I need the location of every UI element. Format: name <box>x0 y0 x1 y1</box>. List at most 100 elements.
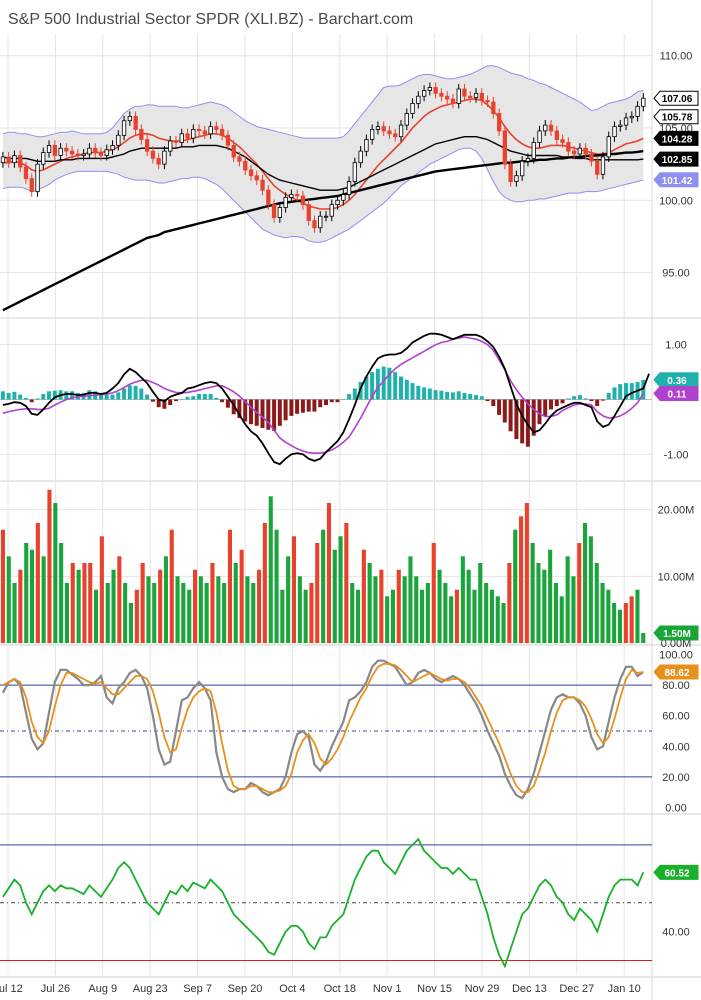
candle <box>214 126 219 130</box>
value-tag-shape <box>653 625 699 641</box>
x-tick-label: Oct 18 <box>324 983 356 995</box>
candle <box>162 150 167 165</box>
candle <box>398 124 404 138</box>
candle <box>444 95 450 100</box>
candle <box>225 134 231 146</box>
candle <box>502 130 508 165</box>
macd-histogram-bar <box>104 394 109 400</box>
candle <box>237 156 242 162</box>
macd-histogram-bar <box>589 399 594 402</box>
volume-bar <box>367 563 372 643</box>
volume-bar <box>449 596 454 643</box>
x-tick-label: Aug 9 <box>88 983 117 995</box>
candle <box>208 126 213 135</box>
volume-bar <box>495 596 500 643</box>
macd-histogram-bar <box>64 391 69 400</box>
candle <box>29 178 34 193</box>
volume-bar <box>105 583 110 643</box>
macd-histogram-bar <box>179 399 184 400</box>
macd-histogram-bar <box>249 399 253 425</box>
candle <box>46 144 52 153</box>
volume-bar <box>128 603 133 643</box>
candle <box>133 116 138 130</box>
macd-histogram-bar <box>606 392 611 400</box>
macd-histogram-bar <box>572 396 577 400</box>
macd-histogram-bar <box>231 399 236 415</box>
volume-bar <box>82 563 87 643</box>
candle <box>595 160 600 175</box>
stochastic-y-tick: 20.00 <box>662 772 690 784</box>
volume-bar <box>140 563 145 643</box>
macd-histogram-bar <box>243 399 248 422</box>
candle <box>116 134 121 146</box>
candle <box>508 163 513 182</box>
macd-panel: 1.00 -1.00 <box>0 332 689 466</box>
macd-histogram-bar <box>497 399 502 415</box>
candle <box>168 140 173 152</box>
volume-bar <box>210 563 215 643</box>
macd-histogram-bar <box>468 394 473 400</box>
macd-histogram-bar <box>566 398 571 400</box>
macd-histogram-bar <box>18 394 23 400</box>
macd-histogram-bar <box>214 397 219 400</box>
volume-bar <box>59 543 64 643</box>
volume-bar <box>158 569 163 643</box>
bollinger-band-fill <box>2 65 644 243</box>
candle <box>312 220 317 229</box>
volume-bar <box>466 569 471 643</box>
macd-histogram-bar <box>347 394 352 400</box>
volume-bar <box>286 556 291 643</box>
volume-bar <box>117 556 122 643</box>
candle <box>404 113 409 126</box>
macd-histogram-bar <box>600 399 605 401</box>
candle <box>468 95 473 98</box>
x-tick-label: Jan 10 <box>608 983 641 995</box>
macd-histogram-bar <box>479 396 484 400</box>
volume-bar <box>408 556 413 643</box>
volume-bar <box>356 589 361 643</box>
macd-histogram-bar <box>300 399 305 413</box>
value-tag-label: 0.11 <box>668 389 687 400</box>
volume-y-tick: 10.00M <box>658 571 695 583</box>
macd-histogram-bar <box>439 390 444 400</box>
macd-histogram-bar <box>306 399 311 412</box>
macd-tag: 0.11 <box>653 385 699 401</box>
volume-bar <box>198 576 203 643</box>
macd-histogram-bar <box>47 391 51 400</box>
candle <box>219 128 225 136</box>
candle <box>543 124 548 132</box>
volume-bar <box>553 583 558 643</box>
volume-bar <box>577 543 582 643</box>
macd-histogram-bar <box>225 399 230 408</box>
value-tag-label: 1.50M <box>663 629 691 640</box>
volume-bar <box>583 523 588 643</box>
candle <box>271 204 277 219</box>
rsi-panel: 40.00 <box>0 837 690 969</box>
candle <box>566 142 571 152</box>
candle <box>548 124 554 132</box>
candle <box>121 120 127 136</box>
volume-bar <box>571 576 576 643</box>
macd-histogram-bar <box>416 385 421 400</box>
volume-bar <box>315 543 320 643</box>
candle <box>243 160 248 171</box>
price-tag: 101.42 <box>653 172 699 188</box>
macd-y-tick: -1.00 <box>663 449 688 461</box>
volume-bar <box>134 589 139 643</box>
volume-bar <box>111 569 116 643</box>
value-tag-shape <box>653 385 699 401</box>
volume-bar <box>88 563 93 643</box>
x-tick-label: Sep 20 <box>228 983 263 995</box>
rsi-y-tick: 40.00 <box>662 927 690 939</box>
macd-histogram-bar <box>52 390 57 400</box>
value-tag-label: 60.52 <box>664 868 689 879</box>
macd-histogram-bar <box>595 399 600 407</box>
volume-bar <box>291 536 296 643</box>
macd-histogram-bar <box>150 399 155 402</box>
macd-histogram-bar <box>352 388 357 400</box>
candle <box>35 163 40 193</box>
value-tag-shape <box>653 664 699 680</box>
macd-histogram-bar <box>139 388 144 400</box>
macd-histogram-bar <box>549 399 553 410</box>
